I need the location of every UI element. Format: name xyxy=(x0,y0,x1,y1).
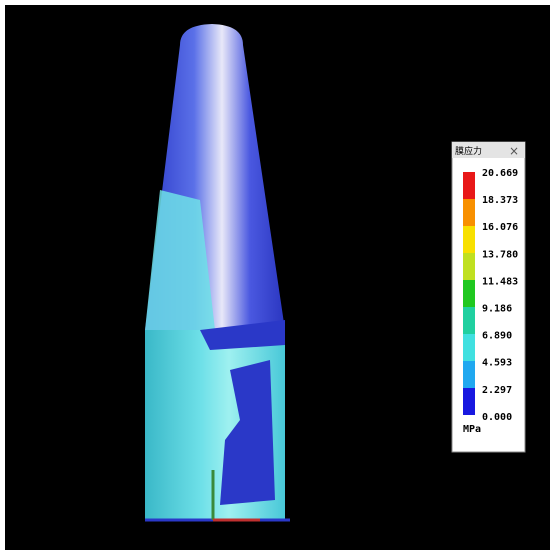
color-band xyxy=(463,226,475,253)
legend-unit: MPa xyxy=(463,424,481,435)
legend-label: 16.076 xyxy=(482,222,518,233)
viewer: 膜应力 × 20.669 18.373 16.076 13.780 11.483 9.18… xyxy=(0,0,555,555)
color-band xyxy=(463,172,475,199)
color-band xyxy=(463,280,475,307)
legend-label: 6.890 xyxy=(482,331,512,342)
color-band xyxy=(463,253,475,280)
color-band xyxy=(463,199,475,226)
legend-label: 13.780 xyxy=(482,249,518,260)
legend-box xyxy=(452,142,525,452)
color-band xyxy=(463,307,475,334)
legend-label: 0.000 xyxy=(482,412,512,423)
legend: 膜应力 × 20.669 18.373 16.076 13.780 11.483 9.18… xyxy=(452,142,525,452)
legend-label: 9.186 xyxy=(482,304,512,315)
close-button[interactable]: × xyxy=(509,144,519,158)
legend-label: 2.297 xyxy=(482,385,512,396)
color-band xyxy=(463,388,475,415)
legend-title: 膜应力 xyxy=(455,145,482,157)
viewport: 膜应力 × 20.669 18.373 16.076 13.780 11.483 9.18… xyxy=(0,0,555,555)
color-band xyxy=(463,334,475,361)
legend-label: 4.593 xyxy=(482,358,512,369)
legend-label: 20.669 xyxy=(482,168,518,179)
legend-label: 11.483 xyxy=(482,276,518,287)
legend-label: 18.373 xyxy=(482,195,518,206)
color-band xyxy=(463,361,475,388)
